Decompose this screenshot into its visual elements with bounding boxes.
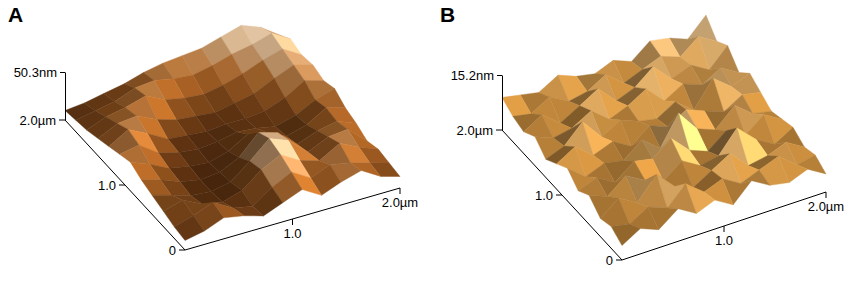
surface-cell	[319, 143, 350, 164]
z-tick-group: 15.2nm	[451, 68, 502, 83]
panel-title: B	[440, 3, 455, 26]
surface-cell	[502, 95, 531, 116]
z-axis-line	[502, 76, 503, 131]
x-axis-line	[622, 192, 826, 260]
z-axis: 50.3nm	[14, 65, 66, 121]
z-tick-group: 50.3nm	[14, 65, 65, 80]
surface-cell	[600, 198, 629, 227]
y-tick	[496, 130, 502, 131]
y-tick	[556, 195, 562, 196]
y-tick-label: 1.0	[535, 188, 553, 203]
surface-cell	[578, 177, 607, 196]
y-tick-label: 2.0µm	[20, 113, 56, 128]
surface	[65, 25, 400, 240]
y-axis-line	[65, 120, 185, 250]
axes: 1.0 2.0µm 0 1.0 2.0µm 15.2nm	[451, 68, 845, 268]
surface-cell	[611, 224, 640, 245]
y-tick	[59, 120, 65, 121]
x-tick	[724, 226, 725, 232]
surface-cell	[609, 106, 638, 121]
surface-cell	[624, 140, 653, 161]
surface-cell	[174, 216, 204, 241]
x-tick	[292, 219, 293, 225]
z-axis-line	[65, 73, 66, 121]
figure-svg: 1.0 2.0µm 0 1.0 2.0µm 50.3nm A 1.0 2.0µm 0 1.0 2.0µ…	[0, 0, 858, 293]
panel: 1.0 2.0µm 0 1.0 2.0µm 50.3nm A	[8, 3, 418, 258]
surface-cell	[637, 174, 667, 207]
figure: 1.0 2.0µm 0 1.0 2.0µm 50.3nm A 1.0 2.0µm 0 1.0 2.0µ…	[0, 0, 858, 293]
y-tick	[616, 260, 622, 261]
x-tick-label: 2.0µm	[808, 199, 844, 214]
axes: 1.0 2.0µm 0 1.0 2.0µm 50.3nm	[14, 65, 419, 258]
z-tick	[497, 75, 502, 76]
x-tick-label: 1.0	[283, 226, 301, 241]
panel: 1.0 2.0µm 0 1.0 2.0µm 15.2nm B	[440, 3, 844, 268]
surface-cell	[141, 180, 171, 196]
x-axis-line	[185, 188, 400, 250]
surface-cell	[130, 162, 160, 180]
z-tick-label: 15.2nm	[451, 68, 494, 83]
x-tick	[826, 192, 827, 198]
z-tick	[60, 72, 65, 73]
surface-cell	[120, 145, 150, 164]
x-tick	[400, 188, 401, 194]
y-tick-label: 2.0µm	[457, 123, 493, 138]
surface-cell	[694, 78, 724, 111]
y-tick	[179, 250, 185, 251]
surface-cell	[524, 115, 554, 138]
y-tick	[119, 185, 125, 186]
z-axis: 15.2nm	[451, 68, 503, 131]
y-tick-label: 0	[606, 253, 613, 268]
panel-title: A	[8, 3, 23, 26]
surface	[502, 15, 826, 246]
z-tick-label: 50.3nm	[14, 65, 57, 80]
y-tick-label: 1.0	[98, 178, 116, 193]
y-tick-label: 0	[169, 243, 176, 258]
x-tick-label: 2.0µm	[382, 195, 418, 210]
y-axis-line	[502, 130, 622, 260]
x-tick-label: 1.0	[715, 233, 733, 248]
